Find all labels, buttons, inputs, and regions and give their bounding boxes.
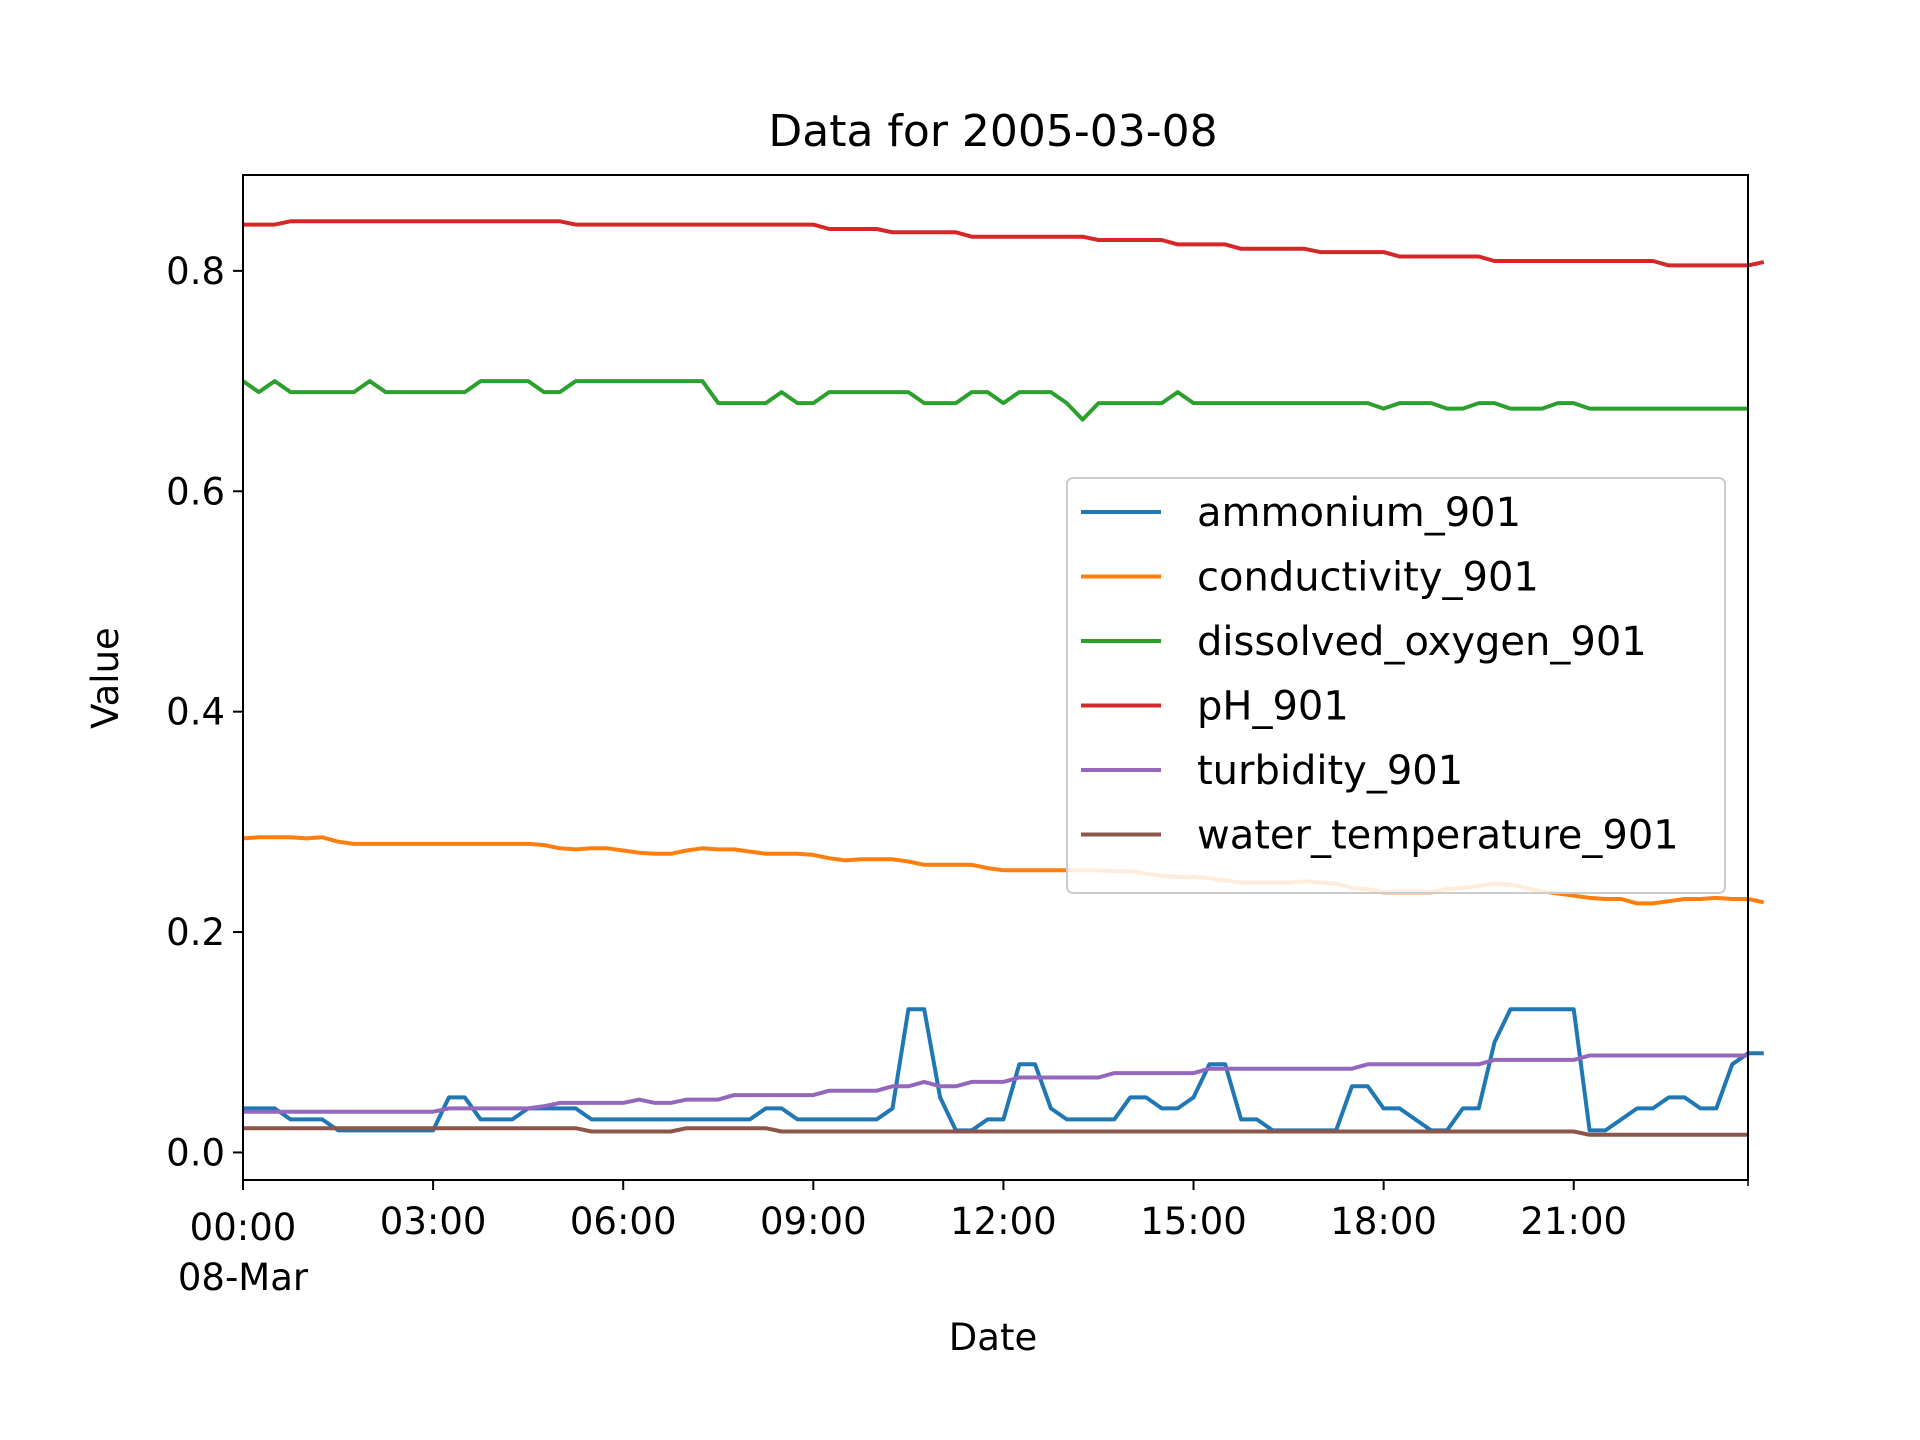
legend-label-water_temperature_901: water_temperature_901 xyxy=(1197,813,1679,859)
series-line-pH_901 xyxy=(243,219,1765,268)
legend-label-turbidity_901: turbidity_901 xyxy=(1197,748,1463,794)
x-tick-label: 18:00 xyxy=(1330,1200,1437,1243)
legend-label-dissolved_oxygen_901: dissolved_oxygen_901 xyxy=(1197,619,1647,665)
x-tick-date-label: 08-Mar xyxy=(178,1256,309,1299)
series-line-dissolved_oxygen_901 xyxy=(241,379,1748,422)
y-axis-label: Value xyxy=(84,627,127,729)
chart-title: Data for 2005-03-08 xyxy=(768,106,1217,157)
legend: ammonium_901 conductivity_901 dissolved_ox… xyxy=(1066,477,1726,894)
plot-area xyxy=(241,219,1765,1137)
legend-label-ammonium_901: ammonium_901 xyxy=(1197,490,1521,536)
y-tick-label: 0.8 xyxy=(166,250,225,293)
x-tick-label: 09:00 xyxy=(760,1200,867,1243)
x-tick-label: 00:00 xyxy=(190,1206,297,1249)
series-line-water_temperature_901 xyxy=(243,1126,1748,1137)
legend-box xyxy=(1066,477,1726,894)
y-tick-label: 0.0 xyxy=(166,1131,225,1174)
legend-label-conductivity_901: conductivity_901 xyxy=(1197,555,1539,601)
y-tick-label: 0.4 xyxy=(166,691,225,734)
x-tick-label: 15:00 xyxy=(1140,1200,1247,1243)
series-line-ammonium_901 xyxy=(243,1007,1764,1133)
y-axis: 0.0 0.2 0.4 0.6 0.8 xyxy=(166,250,243,1174)
x-tick-label: 12:00 xyxy=(950,1200,1057,1243)
x-tick-label: 06:00 xyxy=(570,1200,677,1243)
x-tick-label: 03:00 xyxy=(380,1200,487,1243)
y-tick-label: 0.6 xyxy=(166,470,225,513)
plot-frame xyxy=(242,174,1749,1181)
x-axis-label: Date xyxy=(949,1316,1037,1359)
series-line-turbidity_901 xyxy=(243,1053,1748,1114)
x-axis: 00:00 08-Mar 03:00 06:00 09:00 12:00 15:00 18:0… xyxy=(178,1180,1749,1299)
y-tick-label: 0.2 xyxy=(166,911,225,954)
legend-label-pH_901: pH_901 xyxy=(1197,684,1349,730)
x-tick-label: 21:00 xyxy=(1520,1200,1627,1243)
